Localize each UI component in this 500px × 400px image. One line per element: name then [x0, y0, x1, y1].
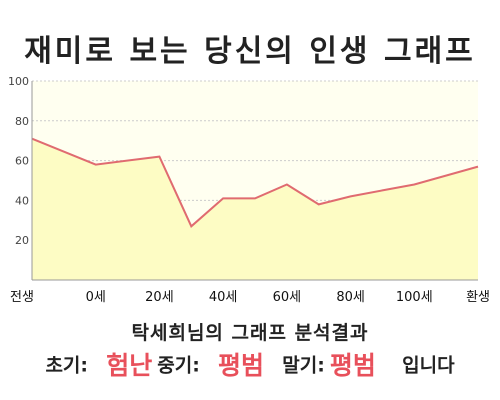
x-tick-label: 환생: [466, 290, 490, 305]
result-suffix: 입니다: [402, 354, 455, 377]
late-label: 말기:: [282, 354, 325, 377]
early-label: 초기:: [45, 354, 88, 377]
x-tick-label: 20세: [145, 290, 174, 305]
page-title: 재미로 보는 당신의 인생 그래프: [24, 34, 476, 69]
y-tick-label: 100: [8, 75, 29, 88]
y-tick-label: 60: [15, 155, 29, 168]
mid-label: 중기:: [157, 354, 200, 377]
series-line: [31, 137, 479, 228]
result-title: 탁세희님의 그래프 분석결과: [131, 322, 369, 344]
y-tick-label: 20: [15, 234, 29, 247]
result-summary: 초기: 험난 중기: 평범 말기: 평범 입니다: [0, 346, 500, 382]
x-tick-label: 0세: [86, 290, 106, 305]
x-tick-label: 60세: [273, 290, 302, 305]
x-tick-label: 40세: [209, 290, 238, 305]
x-tick-label: 전생: [10, 290, 34, 305]
early-value: 험난: [106, 351, 153, 380]
y-tick-label: 40: [15, 194, 29, 207]
y-tick-labels: 20 40 60 80 100: [8, 75, 29, 247]
mid-value: 평범: [218, 351, 265, 380]
x-tick-labels: 전생 0세 20세 40세 60세 80세 100세 환생: [10, 290, 490, 305]
late-value: 평범: [329, 351, 376, 380]
area-fill: [32, 138, 478, 280]
x-tick-label: 80세: [336, 290, 365, 305]
y-tick-label: 80: [15, 115, 29, 128]
x-tick-label: 100세: [396, 290, 433, 305]
